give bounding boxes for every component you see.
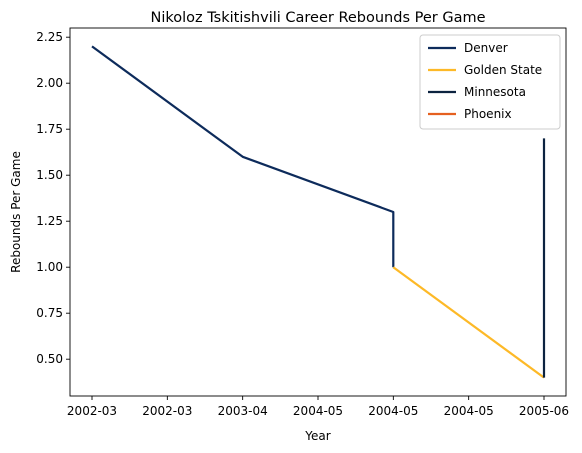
series-line-denver: [91, 45, 395, 268]
y-tick-label: 2.25: [36, 30, 63, 44]
x-axis: 2002-03 2002-03 2003-04 2004-05 2004-05 2004-…: [67, 396, 569, 418]
y-axis: 0.50 0.75 1.00 1.25 1.50 1.75 2.00 2.25: [36, 30, 70, 366]
y-tick-label: 1.00: [36, 260, 63, 274]
x-axis-label: Year: [304, 429, 330, 443]
chart-title: Nikoloz Tskitishvili Career Rebounds Per…: [150, 10, 485, 26]
legend-label: Denver: [464, 41, 508, 55]
y-tick-label: 1.75: [36, 122, 63, 136]
x-tick-label: 2002-03: [142, 404, 192, 418]
legend-label: Phoenix: [464, 107, 512, 121]
x-tick-label: 2002-03: [67, 404, 117, 418]
y-tick-label: 0.50: [36, 352, 63, 366]
legend: Denver Golden State Minnesota Phoenix: [419, 34, 561, 130]
legend-box: [419, 34, 561, 130]
y-tick-label: 2.00: [36, 76, 63, 90]
y-tick-label: 0.75: [36, 306, 63, 320]
x-tick-label: 2005-06: [519, 404, 569, 418]
legend-label: Golden State: [464, 63, 542, 77]
series-line-golden-state: [392, 266, 545, 379]
y-tick-label: 1.50: [36, 168, 63, 182]
x-tick-label: 2003-04: [218, 404, 268, 418]
x-tick-label: 2004-05: [444, 404, 494, 418]
y-tick-label: 1.25: [36, 214, 63, 228]
series-lines: [91, 45, 546, 379]
y-axis-label: Rebounds Per Game: [9, 151, 23, 273]
x-tick-label: 2004-05: [293, 404, 343, 418]
x-tick-label: 2004-05: [368, 404, 418, 418]
legend-label: Minnesota: [464, 85, 526, 99]
